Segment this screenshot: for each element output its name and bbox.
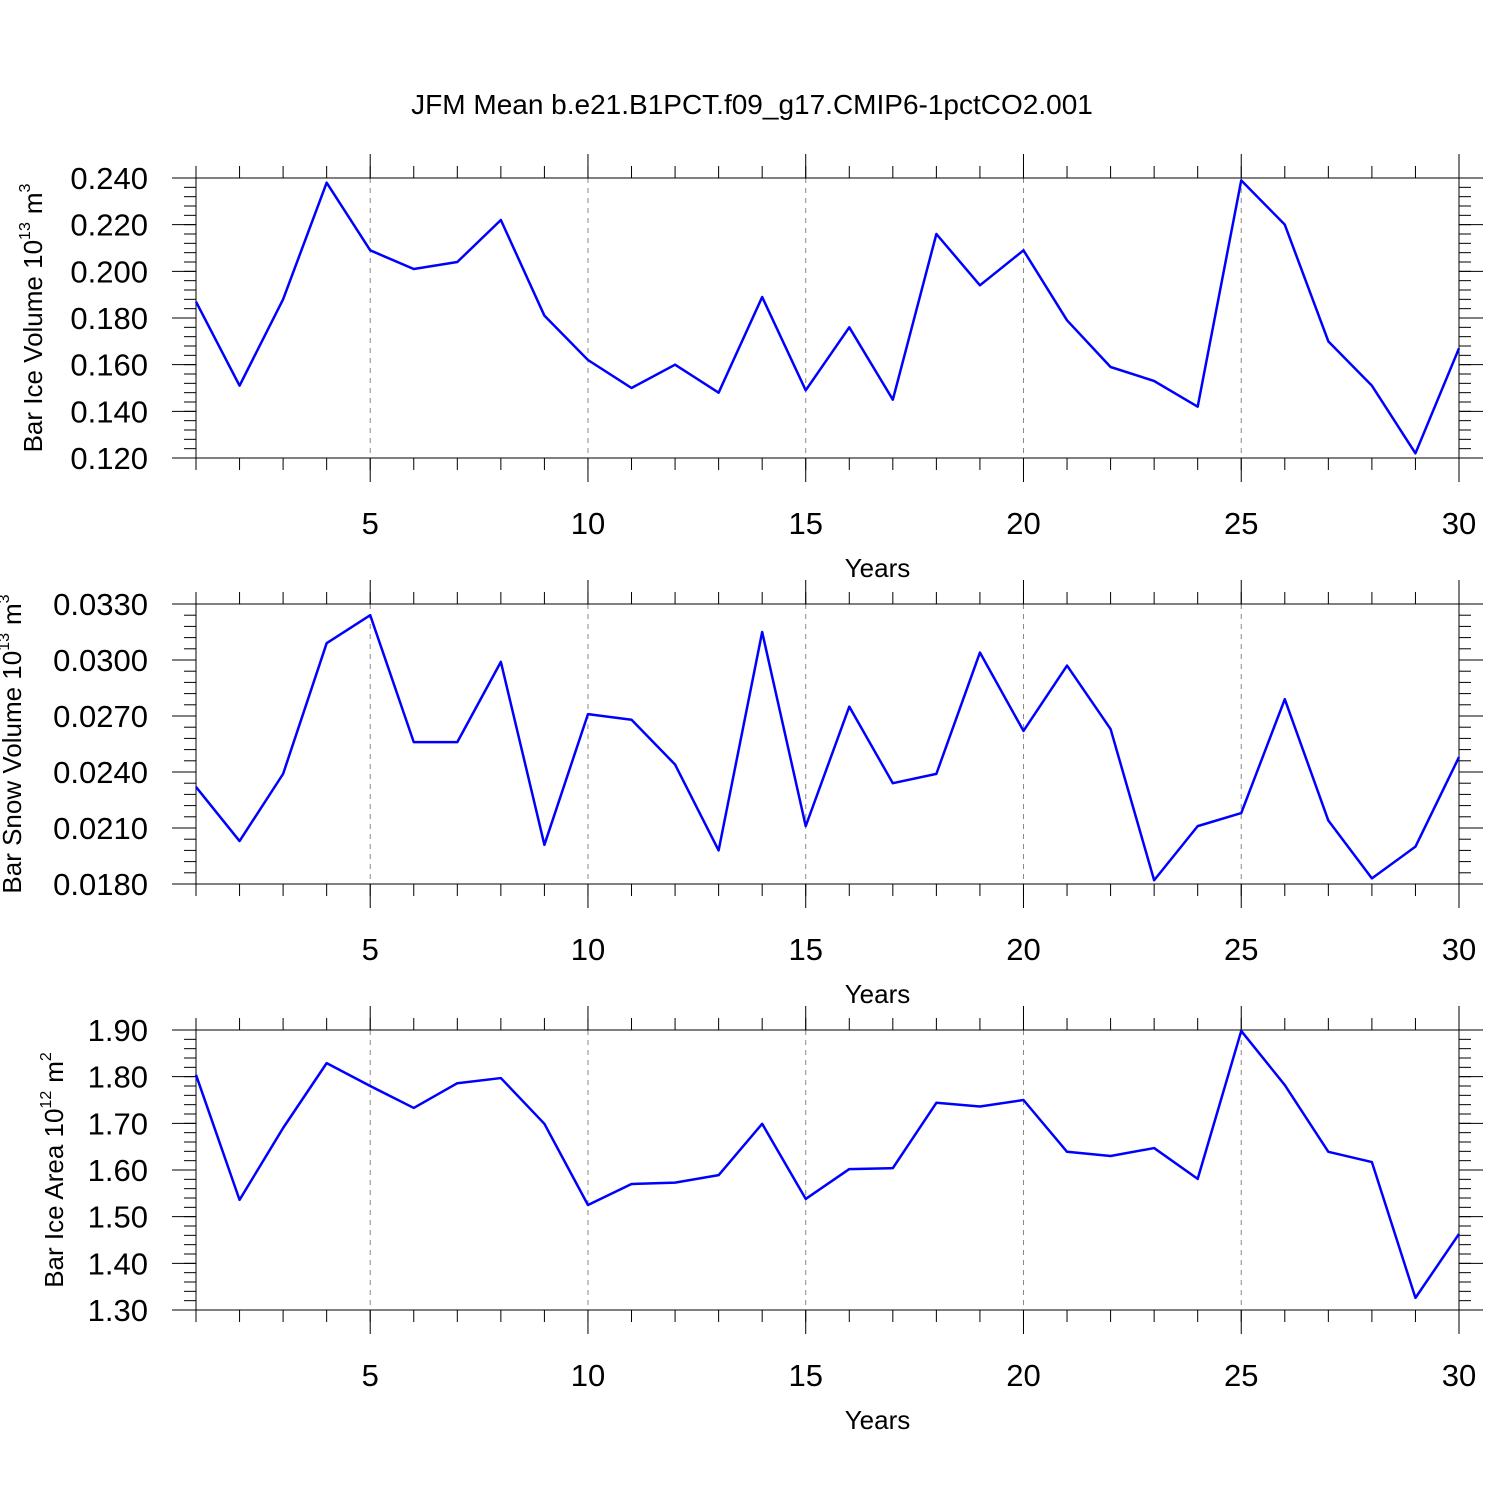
- y-label-unit: m: [18, 192, 48, 214]
- x-tick-label: 20: [1006, 506, 1040, 541]
- y-label-unit: m: [0, 603, 27, 625]
- y-tick-label: 0.120: [70, 441, 148, 476]
- y-tick-label: 0.0180: [53, 867, 148, 902]
- y-tick-label: 0.0300: [53, 643, 148, 678]
- x-axis-label: Years: [845, 1405, 911, 1435]
- y-tick-label: 1.40: [88, 1246, 148, 1281]
- y-axis-label: Bar Snow Volume 1013 m3: [0, 594, 27, 893]
- x-tick-label: 20: [1006, 1358, 1040, 1393]
- y-tick-label: 1.90: [88, 1013, 148, 1048]
- plot-frame: [195, 603, 1460, 885]
- y-tick-label: 0.240: [70, 161, 148, 196]
- x-tick-label: 5: [362, 932, 379, 967]
- x-tick-label: 10: [571, 506, 605, 541]
- x-tick-label: 15: [788, 932, 822, 967]
- y-label-text: Bar Snow Volume 10: [0, 651, 27, 894]
- x-tick-label: 15: [788, 506, 822, 541]
- y-tick-label: 0.140: [70, 394, 148, 429]
- x-tick-label: 30: [1442, 1358, 1476, 1393]
- plot-frame: [195, 177, 1460, 459]
- y-tick-label: 1.70: [88, 1106, 148, 1141]
- y-axis-label: Bar Ice Area 1012 m2: [38, 1052, 69, 1288]
- x-tick-label: 30: [1442, 506, 1476, 541]
- y-tick-label: 0.0210: [53, 811, 148, 846]
- y-label-unit: m: [39, 1061, 69, 1083]
- y-label-text: Bar Ice Volume 10: [18, 240, 48, 452]
- y-tick-label: 1.30: [88, 1293, 148, 1328]
- data-line: [194, 1029, 1461, 1300]
- y-label-text: Bar Ice Area 10: [39, 1109, 69, 1288]
- plot-frame: [195, 1029, 1460, 1311]
- x-tick-label: 5: [362, 506, 379, 541]
- y-label-unit-exponent: 3: [0, 594, 13, 603]
- x-tick-label: 25: [1224, 1358, 1258, 1393]
- x-axis-label: Years: [845, 979, 911, 1009]
- x-tick-label: 25: [1224, 506, 1258, 541]
- y-axis-label: Bar Ice Volume 1013 m3: [17, 183, 48, 452]
- y-tick-label: 0.160: [70, 348, 148, 383]
- y-label-exponent: 12: [38, 1091, 55, 1109]
- y-tick-label: 1.80: [88, 1060, 148, 1095]
- y-tick-label: 0.0270: [53, 699, 148, 734]
- x-tick-label: 20: [1006, 932, 1040, 967]
- x-tick-label: 25: [1224, 932, 1258, 967]
- x-tick-label: 10: [571, 1358, 605, 1393]
- y-tick-label: 0.200: [70, 254, 148, 289]
- y-tick-label: 0.180: [70, 301, 148, 336]
- y-label-exponent: 13: [17, 222, 34, 240]
- y-tick-label: 1.50: [88, 1200, 148, 1235]
- y-label-unit-exponent: 3: [17, 183, 34, 192]
- x-tick-label: 15: [788, 1358, 822, 1393]
- y-tick-label: 0.0240: [53, 755, 148, 790]
- x-tick-label: 5: [362, 1358, 379, 1393]
- chart-title: JFM Mean b.e21.B1PCT.f09_g17.CMIP6-1pctC…: [411, 89, 1093, 120]
- x-tick-label: 30: [1442, 932, 1476, 967]
- y-tick-label: 0.220: [70, 208, 148, 243]
- y-label-exponent: 13: [0, 633, 13, 651]
- data-line: [195, 613, 1461, 882]
- y-tick-label: 0.0330: [53, 587, 148, 622]
- y-tick-label: 1.60: [88, 1153, 148, 1188]
- y-label-unit-exponent: 2: [38, 1052, 55, 1061]
- data-line: [194, 179, 1461, 455]
- x-tick-label: 10: [571, 932, 605, 967]
- x-axis-label: Years: [845, 553, 911, 583]
